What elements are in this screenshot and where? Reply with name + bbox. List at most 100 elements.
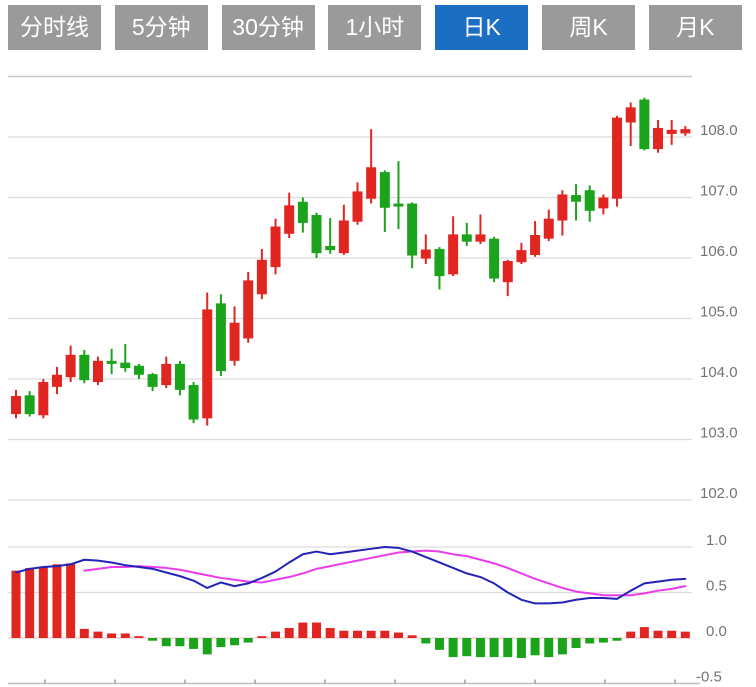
candle-body [311, 215, 322, 254]
macd-histogram-bar [66, 563, 76, 638]
macd-histogram-bar [571, 638, 581, 649]
candle-body [571, 195, 582, 202]
macd-histogram-bar [421, 638, 431, 644]
macd-tick-label: -0.5 [696, 669, 722, 686]
candle-body [680, 129, 691, 134]
macd-histogram-bar [434, 638, 444, 650]
price-tick-label: 105.0 [700, 304, 738, 321]
candle-body [133, 365, 144, 375]
candle-body [584, 190, 595, 211]
candle-body [434, 248, 445, 277]
macd-histogram-bar [202, 638, 212, 655]
candle-body [461, 234, 472, 242]
dea-line [83, 549, 687, 597]
candle-body [284, 205, 295, 234]
candle-body [147, 374, 158, 387]
period-tab-3[interactable]: 1小时 [328, 5, 422, 50]
period-tab-2[interactable]: 30分钟 [221, 5, 315, 50]
candle-body [543, 218, 554, 239]
candle-body [612, 117, 623, 199]
macd-histogram-bar [230, 638, 240, 646]
period-tab-5[interactable]: 周K [542, 5, 635, 50]
macd-histogram-bar [271, 631, 281, 638]
candle-body [120, 362, 131, 369]
macd-histogram-bar [38, 567, 48, 638]
candle-body [325, 245, 336, 251]
macd-histogram-bar [475, 638, 485, 658]
macd-histogram-bar [339, 630, 349, 638]
candle-body [65, 354, 76, 378]
candle-body [256, 259, 267, 295]
candle-body [338, 220, 349, 254]
macd-histogram-bar [557, 638, 567, 655]
candle-body [448, 234, 459, 275]
macd-histogram-bar [175, 638, 185, 647]
candle-body [161, 363, 172, 386]
candle-body [188, 385, 199, 420]
price-tick-label: 102.0 [700, 485, 738, 502]
period-tab-6[interactable]: 月K [648, 5, 742, 50]
macd-histogram-bar [216, 638, 226, 648]
period-tab-1[interactable]: 5分钟 [114, 5, 208, 50]
candle-body [475, 234, 486, 242]
candle-body [38, 382, 49, 416]
macd-histogram-bar [161, 638, 171, 647]
candle-body [92, 360, 103, 383]
macd-tick-label: 1.0 [706, 532, 727, 549]
macd-histogram-bar [284, 627, 294, 638]
macd-histogram-bar [107, 633, 117, 638]
macd-histogram-bar [11, 570, 21, 638]
macd-histogram-bar [25, 567, 35, 638]
macd-histogram-bar [544, 638, 554, 658]
candle-body [243, 280, 254, 339]
macd-histogram-bar [120, 633, 130, 638]
candle-body [625, 107, 636, 123]
macd-histogram-bar [380, 630, 390, 638]
candle-body [598, 197, 609, 209]
candle-body [352, 191, 363, 222]
candle-body [489, 238, 500, 279]
price-tick-label: 108.0 [700, 122, 738, 139]
candle-body [530, 235, 541, 255]
macd-histogram-bar [148, 638, 158, 641]
price-tick-label: 103.0 [700, 425, 738, 442]
price-tick-label: 106.0 [700, 243, 738, 260]
candle-body [557, 194, 568, 221]
candle-body [215, 303, 226, 372]
macd-histogram-bar [93, 631, 103, 638]
period-tab-4-active[interactable]: 日K [435, 5, 529, 50]
candle-body [106, 360, 117, 364]
macd-histogram-bar [612, 638, 622, 641]
price-tick-label: 104.0 [700, 364, 738, 381]
candle-body [516, 250, 527, 263]
macd-histogram-bar [312, 622, 322, 638]
macd-histogram-bar [52, 564, 62, 638]
candle-body [666, 129, 677, 134]
macd-tick-label: 0.5 [706, 578, 727, 595]
candle-body [11, 395, 21, 415]
candle-body [297, 201, 308, 223]
candle-body [379, 172, 390, 208]
macd-histogram-bar [407, 635, 417, 638]
macd-histogram-bar [585, 638, 595, 644]
macd-histogram-bar [448, 638, 458, 658]
macd-histogram-bar [366, 630, 376, 638]
macd-histogram-bar [257, 636, 267, 638]
period-tab-bar: 分时线 5分钟 30分钟 1小时 日K 周K 月K [0, 0, 756, 55]
candle-body [639, 99, 650, 150]
period-tab-0[interactable]: 分时线 [8, 5, 101, 50]
candle-body [229, 322, 240, 361]
macd-histogram-bar [79, 628, 89, 638]
macd-histogram-bar [189, 638, 199, 649]
macd-histogram-bar [639, 627, 649, 638]
candle-body [270, 226, 281, 268]
candle-body [79, 354, 90, 381]
macd-histogram-bar [680, 631, 690, 638]
candle-body [202, 309, 213, 419]
macd-histogram-bar [298, 622, 308, 638]
price-tick-label: 107.0 [700, 183, 738, 200]
candle-body [407, 203, 418, 256]
macd-histogram-bar [489, 638, 499, 658]
